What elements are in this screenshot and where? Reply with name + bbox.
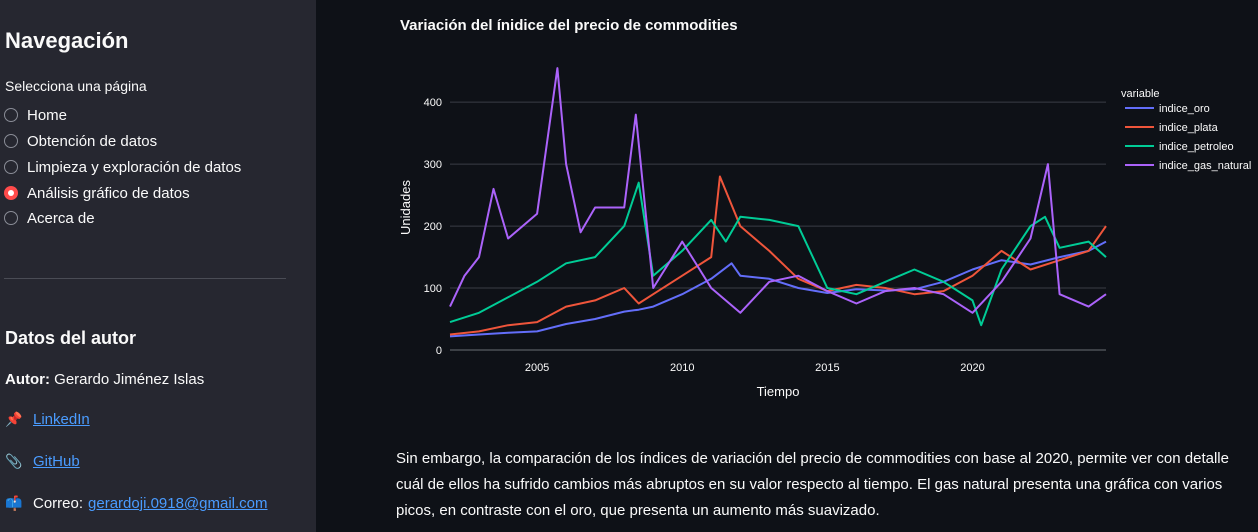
x-tick-label: 2005	[525, 362, 549, 374]
author-label: Autor:	[5, 371, 50, 388]
x-axis-label: Tiempo	[757, 384, 800, 399]
y-tick-label: 200	[424, 221, 442, 233]
radio-selected-icon	[4, 186, 18, 200]
radio-circle-icon	[4, 160, 18, 174]
page-radio-caption: Selecciona una página	[5, 78, 147, 94]
y-tick-label: 100	[424, 283, 442, 295]
analysis-paragraph: Sin embargo, la comparación de los índic…	[396, 450, 1229, 519]
x-tick-label: 2015	[815, 362, 839, 374]
paperclip-icon: 📎	[5, 453, 23, 469]
author-name: Gerardo Jiménez Islas	[54, 371, 205, 388]
radio-label: Acerca de	[27, 209, 95, 227]
x-tick-label: 2010	[670, 362, 694, 374]
radio-option-acerca[interactable]: Acerca de	[4, 207, 95, 229]
pushpin-icon: 📌	[5, 411, 23, 427]
radio-label: Análisis gráfico de datos	[27, 184, 190, 202]
sidebar-divider	[4, 278, 286, 279]
y-tick-label: 400	[424, 97, 442, 109]
author-line: Autor: Gerardo Jiménez Islas	[5, 371, 204, 388]
radio-label: Limpieza y exploración de datos	[27, 158, 242, 176]
radio-label: Obtención de datos	[27, 132, 158, 150]
author-section-title: Datos del autor	[5, 328, 137, 348]
sidebar: Navegación Selecciona una página Home Ob…	[0, 0, 316, 532]
legend-title: variable	[1121, 88, 1160, 100]
series-line-indice_petroleo	[449, 181, 1107, 327]
main-content: Variación del ínidice del precio de comm…	[316, 0, 1258, 532]
linkedin-link[interactable]: LinkedIn	[33, 411, 90, 428]
mailbox-icon: 📫	[5, 495, 23, 511]
radio-circle-icon	[4, 108, 18, 122]
radio-circle-icon	[4, 211, 18, 225]
email-link[interactable]: gerardoji.0918@gmail.com	[88, 495, 268, 512]
y-axis-label: Unidades	[398, 180, 413, 235]
radio-option-limpieza[interactable]: Limpieza y exploración de datos	[4, 156, 241, 178]
radio-option-analisis[interactable]: Análisis gráfico de datos	[4, 182, 190, 204]
series-line-indice_gas_natural	[449, 67, 1107, 314]
github-link[interactable]: GitHub	[33, 453, 80, 470]
commodities-line-chart: 0 100 200 300 400 2005 2010 2015 2020 Tiempo Unida…	[398, 67, 1251, 399]
legend-entry: indice_plata	[1159, 122, 1219, 134]
legend-entry: indice_gas_natural	[1159, 160, 1251, 172]
github-row: 📎 GitHub	[5, 453, 80, 470]
email-row: 📫 Correo: gerardoji.0918@gmail.com	[5, 495, 268, 512]
y-tick-label: 0	[436, 345, 442, 357]
legend-entry: indice_oro	[1159, 103, 1210, 115]
linkedin-row: 📌 LinkedIn	[5, 411, 90, 428]
radio-option-obtencion[interactable]: Obtención de datos	[4, 130, 157, 152]
email-prefix: Correo:	[33, 495, 84, 512]
series-line-indice_oro	[449, 240, 1107, 338]
radio-circle-icon	[4, 134, 18, 148]
legend-entry: indice_petroleo	[1159, 141, 1234, 153]
y-tick-label: 300	[424, 159, 442, 171]
x-tick-label: 2020	[960, 362, 984, 374]
chart-title: Variación del ínidice del precio de comm…	[400, 17, 738, 34]
nav-title: Navegación	[5, 28, 129, 53]
radio-option-home[interactable]: Home	[4, 104, 67, 126]
radio-label: Home	[27, 106, 68, 124]
series-line-indice_plata	[449, 175, 1107, 336]
